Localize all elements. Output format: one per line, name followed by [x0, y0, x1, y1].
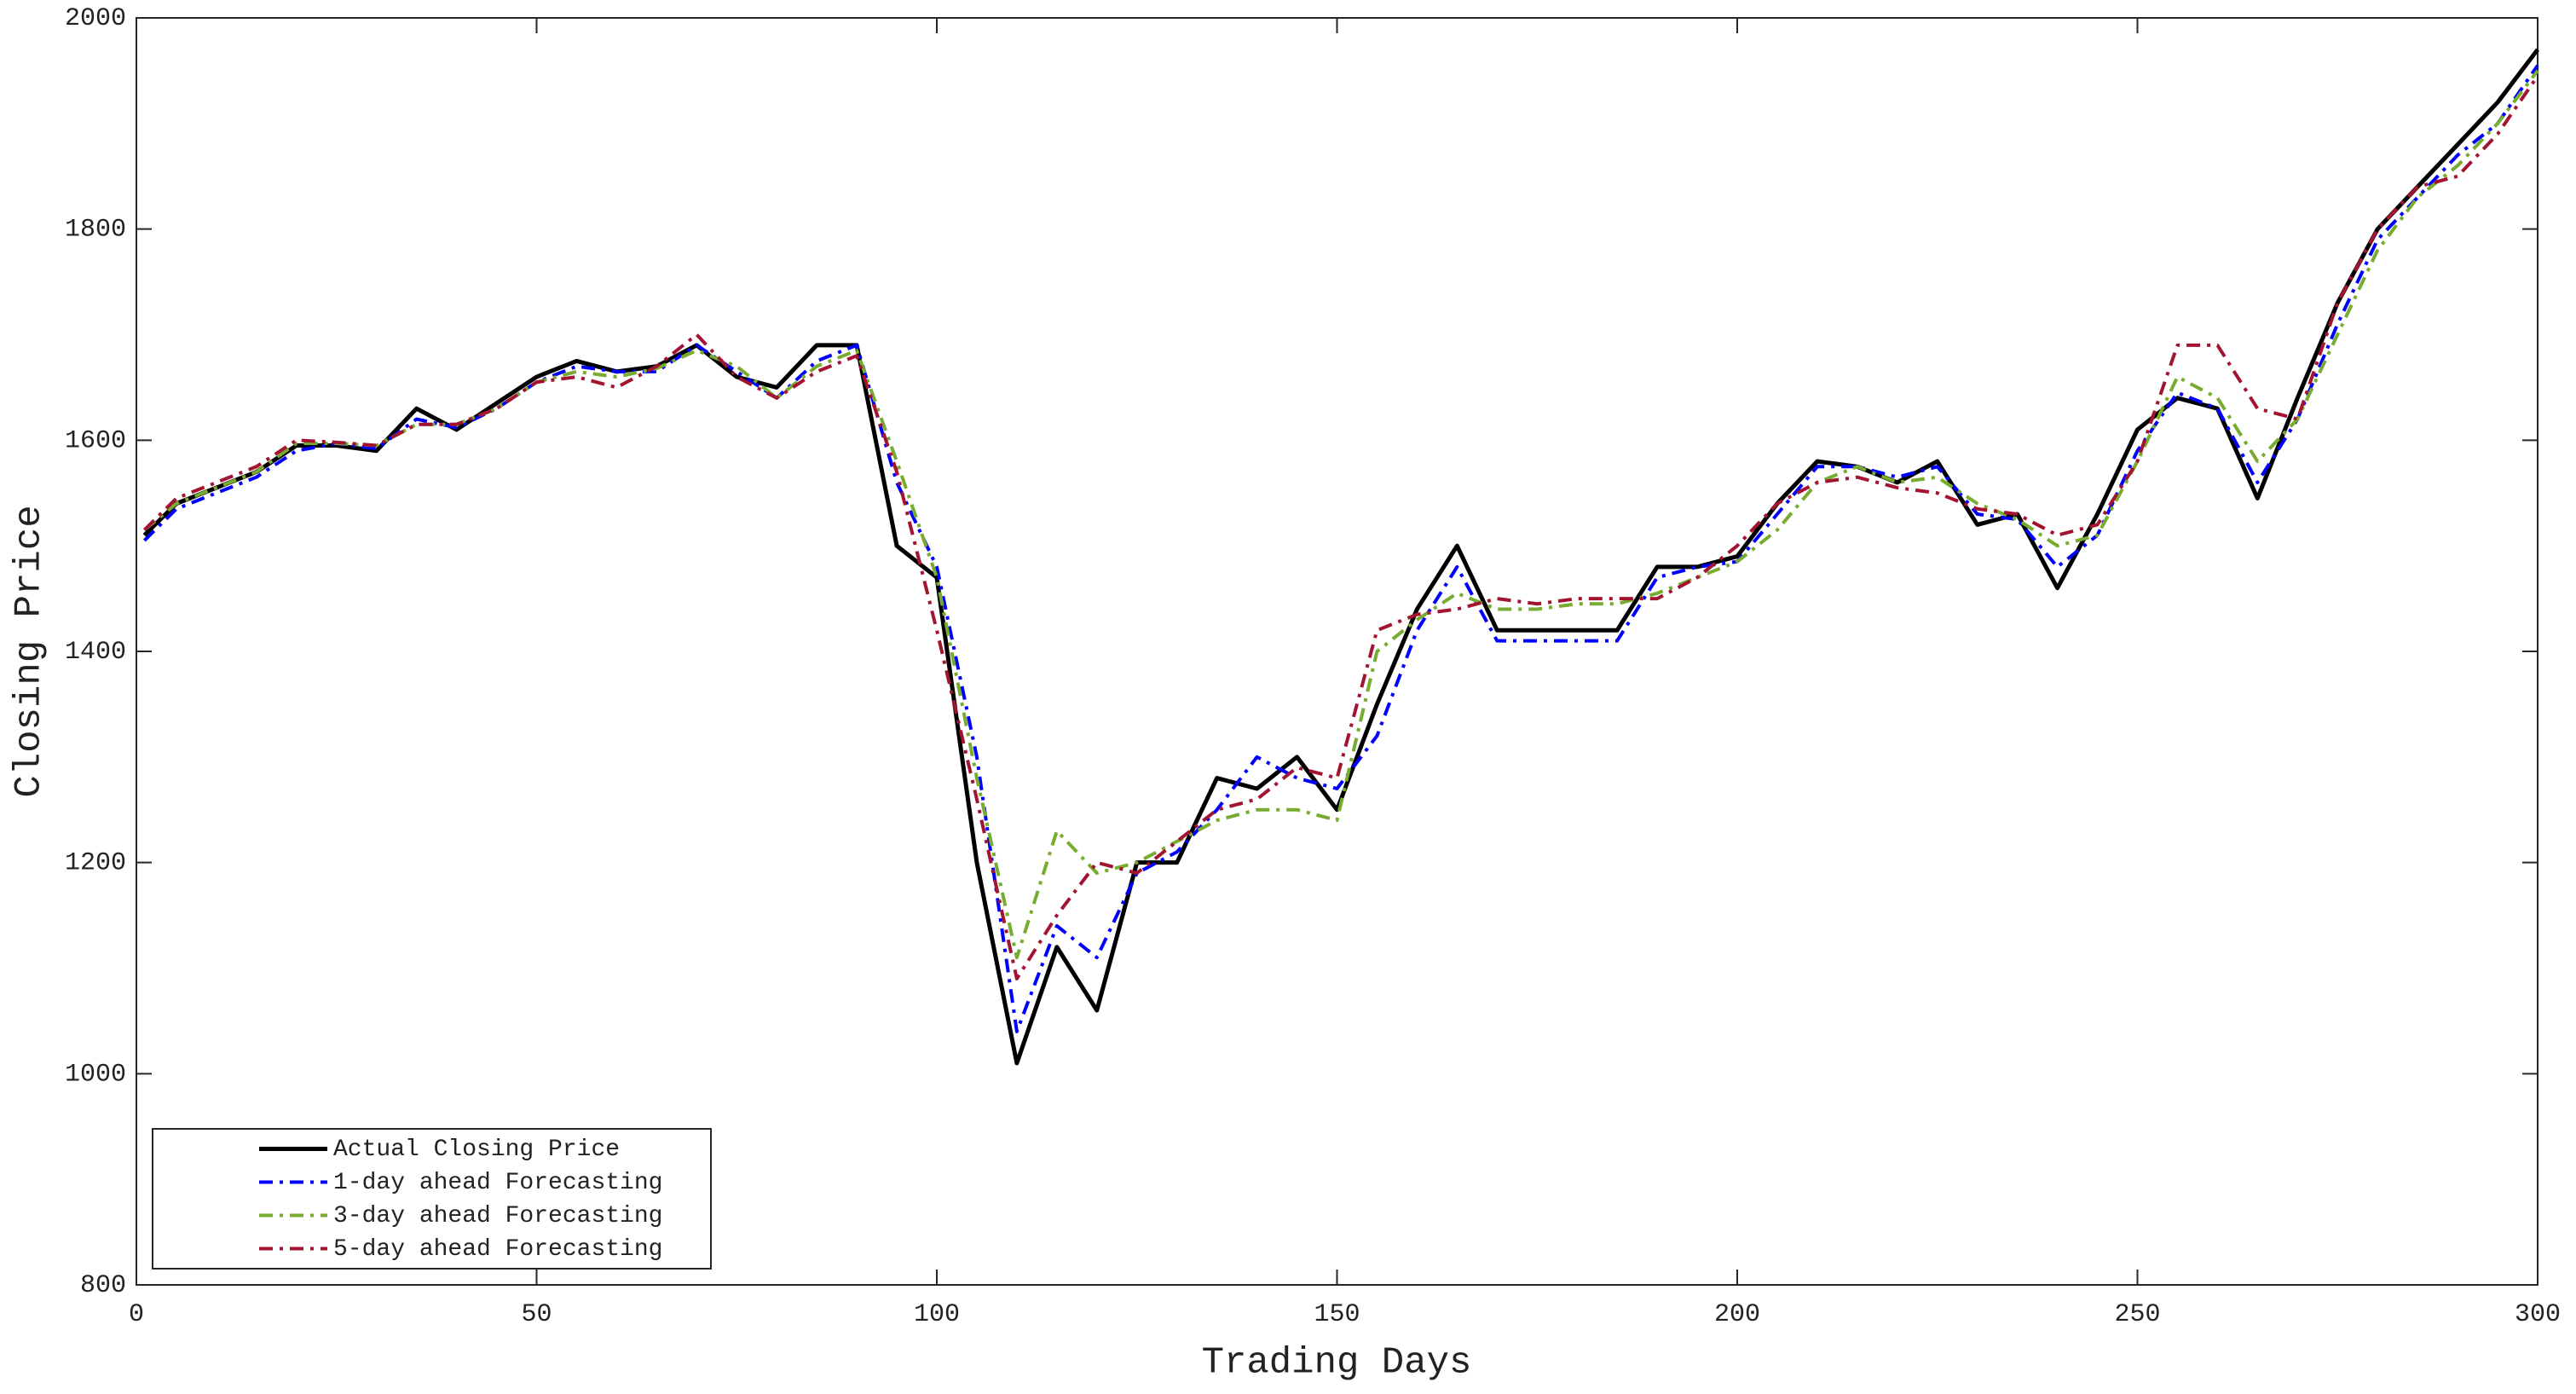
legend-label: 3-day ahead Forecasting [333, 1203, 662, 1229]
x-tick-label: 200 [1714, 1300, 1760, 1329]
series-line [142, 74, 2539, 980]
y-tick-label: 1400 [65, 638, 126, 667]
y-tick-label: 1200 [65, 849, 126, 878]
y-tick-label: 2000 [65, 4, 126, 33]
legend-label: Actual Closing Price [333, 1137, 620, 1163]
y-tick-label: 1000 [65, 1060, 126, 1089]
series-line [142, 64, 2539, 1033]
y-tick-label: 1800 [65, 216, 126, 245]
x-tick-label: 250 [2114, 1300, 2160, 1329]
series-line [142, 48, 2539, 1066]
x-tick-label: 0 [129, 1300, 144, 1329]
series-line [143, 69, 2539, 960]
x-axis-label: Trading Days [1202, 1342, 1472, 1385]
legend-label: 1-day ahead Forecasting [333, 1170, 662, 1196]
y-axis-label: Closing Price [9, 505, 51, 797]
legend-label: 5-day ahead Forecasting [333, 1236, 662, 1263]
plot-area [136, 17, 2538, 1286]
y-tick-label: 1600 [65, 426, 126, 455]
legend-box [152, 1128, 712, 1270]
y-tick-label: 800 [80, 1271, 126, 1300]
x-tick-label: 50 [521, 1300, 552, 1329]
x-tick-label: 300 [2515, 1300, 2561, 1329]
x-tick-label: 150 [1314, 1300, 1360, 1329]
x-tick-label: 100 [914, 1300, 960, 1329]
